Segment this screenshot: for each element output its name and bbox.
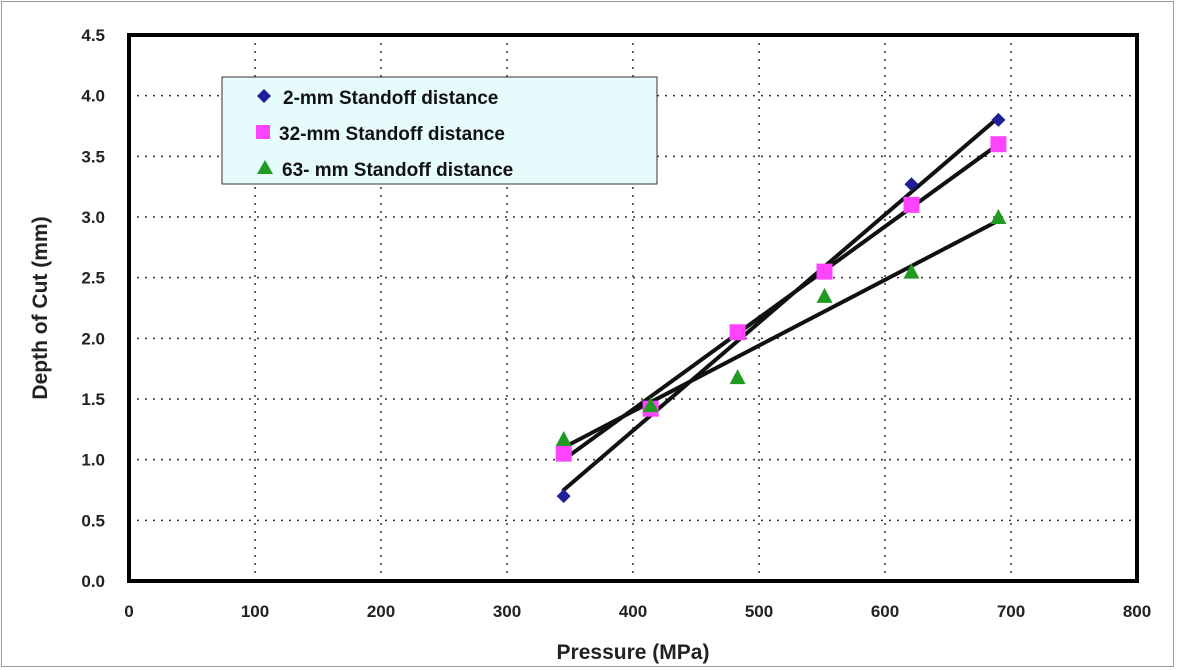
legend-label-32mm: 32-mm Standoff distance bbox=[279, 124, 505, 145]
y-axis-title: Depth of Cut (mm) bbox=[29, 216, 52, 399]
legend-label-2mm: 2-mm Standoff distance bbox=[283, 88, 498, 109]
plot-area-border bbox=[127, 33, 1139, 583]
data-point-square bbox=[903, 196, 920, 213]
y-tick-label: 1.5 bbox=[81, 390, 105, 409]
y-tick-label: 4.0 bbox=[81, 87, 105, 106]
legend: 2-mm Standoff distance 32-mm Standoff di… bbox=[221, 76, 658, 185]
x-tick-label: 300 bbox=[493, 602, 521, 621]
data-point-diamond bbox=[991, 112, 1006, 127]
x-tick-label: 0 bbox=[124, 602, 133, 621]
x-tick-label: 700 bbox=[997, 602, 1025, 621]
data-point-diamond bbox=[556, 489, 571, 504]
x-tick-label: 500 bbox=[745, 602, 773, 621]
x-tick-label: 800 bbox=[1123, 602, 1151, 621]
data-point-triangle bbox=[729, 369, 746, 385]
data-point-square bbox=[729, 324, 746, 341]
legend-marker-triangle-icon bbox=[257, 160, 273, 174]
data-point-square bbox=[990, 136, 1007, 153]
x-tick-label: 100 bbox=[241, 602, 269, 621]
y-tick-label: 2.5 bbox=[81, 269, 105, 288]
y-tick-label: 3.5 bbox=[81, 147, 105, 166]
trendline-series-2 bbox=[561, 218, 1001, 450]
trendline-series-1 bbox=[561, 142, 1001, 462]
y-tick-label: 2.0 bbox=[81, 329, 105, 348]
trendlines bbox=[561, 115, 1001, 492]
legend-label-63mm: 63- mm Standoff distance bbox=[282, 160, 513, 181]
data-point-triangle bbox=[990, 209, 1007, 224]
legend-marker-diamond-icon bbox=[257, 89, 271, 103]
x-tick-label: 200 bbox=[367, 602, 395, 621]
x-tick-label: 400 bbox=[619, 602, 647, 621]
x-tick-label: 600 bbox=[871, 602, 899, 621]
y-tick-labels: 0.0 0.5 1.0 1.5 2.0 2.5 3.0 3.5 4.0 4.5 bbox=[81, 26, 105, 591]
data-point-triangle bbox=[903, 263, 920, 279]
y-tick-label: 0.5 bbox=[81, 511, 105, 530]
legend-marker-square-icon bbox=[256, 125, 270, 139]
data-point-triangle bbox=[642, 397, 659, 413]
data-points bbox=[555, 112, 1007, 504]
data-point-triangle bbox=[555, 431, 572, 447]
y-tick-label: 3.0 bbox=[81, 208, 105, 227]
y-tick-label: 1.0 bbox=[81, 451, 105, 470]
data-point-square bbox=[555, 445, 572, 462]
data-point-diamond bbox=[904, 177, 919, 192]
data-point-triangle bbox=[816, 287, 833, 303]
data-point-square bbox=[816, 263, 833, 280]
x-tick-labels: 0 100 200 300 400 500 600 700 800 bbox=[124, 602, 1151, 621]
x-axis-title: Pressure (MPa) bbox=[557, 641, 710, 664]
y-tick-label: 0.0 bbox=[81, 572, 105, 591]
legend-box bbox=[221, 76, 658, 185]
y-tick-label: 4.5 bbox=[81, 26, 105, 45]
